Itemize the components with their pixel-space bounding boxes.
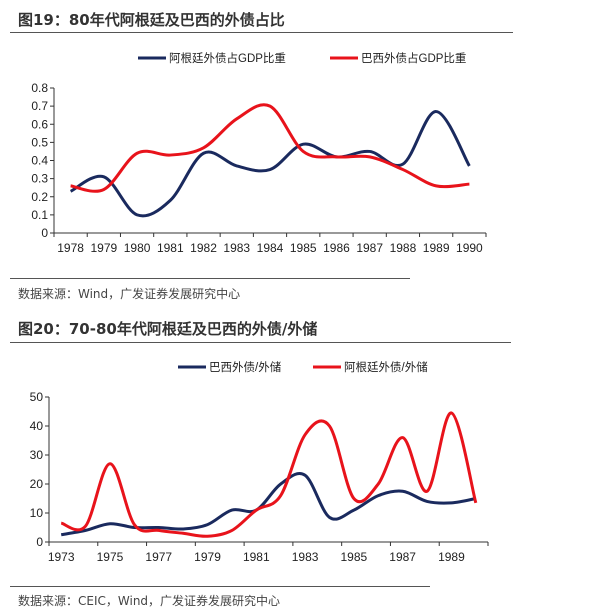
y-tick-label: 0.1 xyxy=(31,208,48,222)
series-line-1 xyxy=(70,103,470,193)
y-tick-label: 0.8 xyxy=(31,81,48,95)
y-tick-label: 30 xyxy=(30,448,44,462)
y-tick-label: 0.3 xyxy=(31,172,48,186)
y-tick-label: 0.2 xyxy=(31,190,48,204)
y-tick-label: 0 xyxy=(36,535,43,549)
y-tick-label: 0.7 xyxy=(31,99,48,113)
divider xyxy=(10,32,513,33)
divider xyxy=(10,278,410,279)
x-tick-label: 1975 xyxy=(97,550,124,564)
y-tick-label: 0 xyxy=(41,226,48,240)
x-tick-label: 1983 xyxy=(223,241,250,255)
series-line-1 xyxy=(60,411,478,538)
x-tick-label: 1989 xyxy=(438,550,465,564)
x-tick-label: 1987 xyxy=(356,241,383,255)
x-tick-label: 1988 xyxy=(390,241,417,255)
series-line-0 xyxy=(60,472,477,537)
y-tick-label: 20 xyxy=(30,477,44,491)
x-tick-label: 1983 xyxy=(292,550,319,564)
figure-19-title: 图19：80年代阿根廷及巴西的外债占比 xyxy=(18,11,285,29)
x-tick-label: 1981 xyxy=(157,241,184,255)
chart-19: 0 0.1 0.2 0.3 0.4 0.5 0.6 0.7 0.8 1978 1979 1980 198… xyxy=(31,51,487,255)
y-tick-label: 0.4 xyxy=(31,154,48,168)
legend-label: 巴西外债/外储 xyxy=(209,360,282,374)
legend-label: 阿根廷外债/外储 xyxy=(344,360,428,374)
y-tick-label: 0.6 xyxy=(31,117,48,131)
x-tick-label: 1989 xyxy=(423,241,450,255)
x-tick-label: 1979 xyxy=(90,241,117,255)
y-tick-label: 40 xyxy=(30,419,44,433)
x-tick-label: 1978 xyxy=(57,241,84,255)
x-tick-label: 1979 xyxy=(194,550,221,564)
figure-19-source: 数据来源：Wind，广发证券发展研究中心 xyxy=(18,287,241,301)
x-tick-label: 1981 xyxy=(243,550,270,564)
legend-label: 巴西外债占GDP比重 xyxy=(361,51,466,65)
figure-20-source: 数据来源：CEIC，Wind，广发证券发展研究中心 xyxy=(18,594,281,608)
divider xyxy=(10,342,511,343)
y-tick-label: 0.5 xyxy=(31,135,48,149)
legend-label: 阿根廷外债占GDP比重 xyxy=(169,51,286,65)
x-tick-label: 1986 xyxy=(323,241,350,255)
x-tick-label: 1977 xyxy=(145,550,172,564)
series-line-0 xyxy=(69,110,471,218)
x-tick-label: 1990 xyxy=(456,241,483,255)
divider xyxy=(10,586,430,587)
x-tick-label: 1984 xyxy=(257,241,284,255)
chart-20: 0 10 20 30 40 50 1973 1975 1977 1979 1981 1983 1985 1… xyxy=(30,360,489,564)
x-tick-label: 1985 xyxy=(290,241,317,255)
figure-20-title: 图20：70-80年代阿根廷及巴西的外债/外储 xyxy=(18,320,318,338)
x-tick-label: 1973 xyxy=(48,550,75,564)
x-tick-label: 1980 xyxy=(124,241,151,255)
y-tick-label: 50 xyxy=(30,390,44,404)
x-tick-label: 1985 xyxy=(341,550,368,564)
x-tick-label: 1982 xyxy=(190,241,217,255)
y-tick-label: 10 xyxy=(30,506,44,520)
x-tick-label: 1987 xyxy=(389,550,416,564)
